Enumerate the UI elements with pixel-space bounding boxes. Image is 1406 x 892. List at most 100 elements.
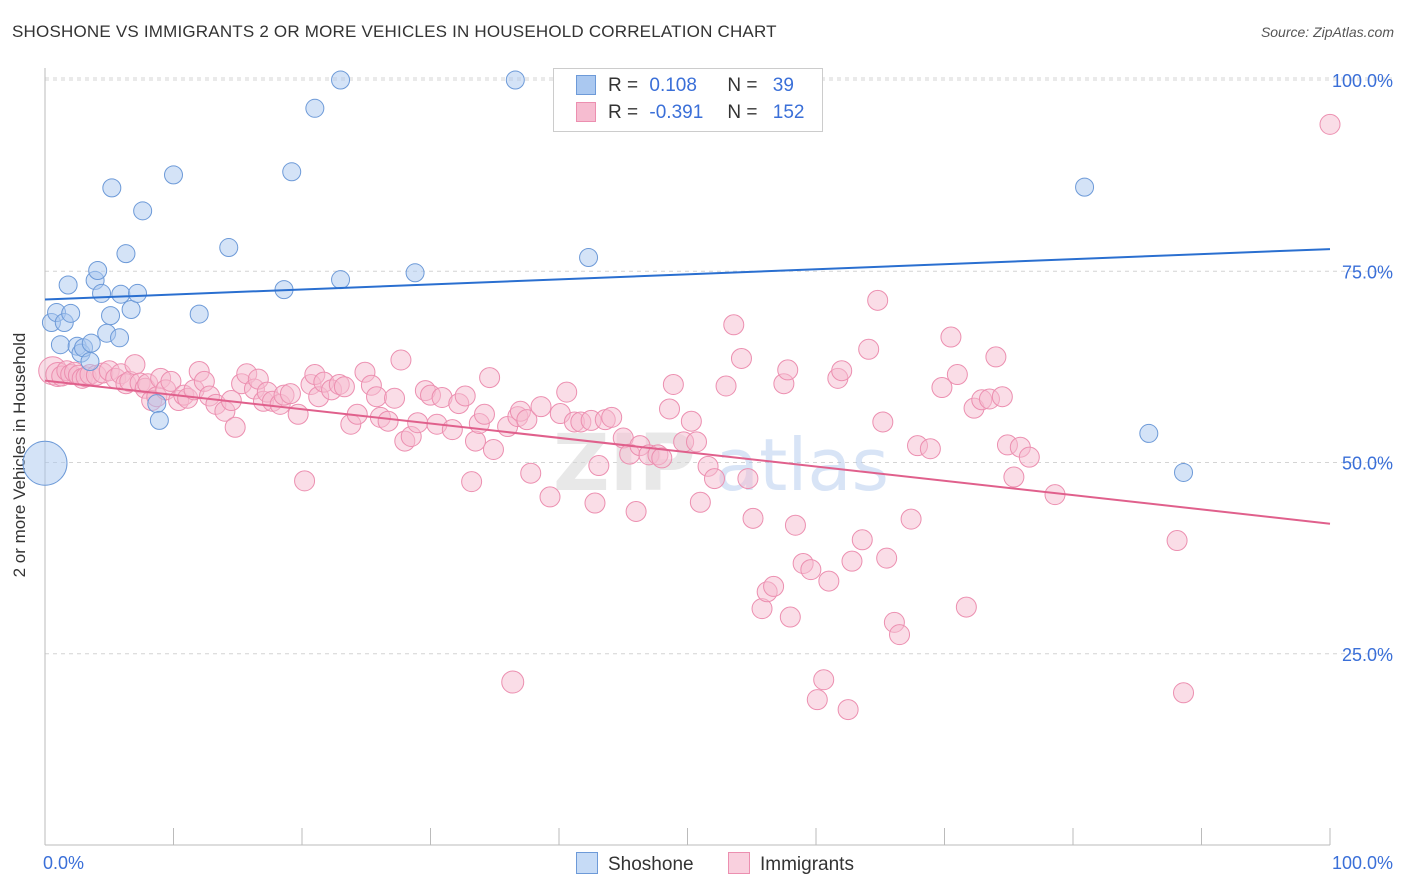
shoshone-point bbox=[121, 300, 141, 319]
shoshone-point bbox=[50, 335, 70, 355]
immigrants-point bbox=[1319, 113, 1341, 135]
immigrants-point bbox=[955, 596, 977, 618]
shoshone-point bbox=[111, 284, 131, 304]
immigrants-point bbox=[1003, 466, 1025, 488]
shoshone-legend-label: Shoshone bbox=[608, 854, 694, 875]
immigrants-point bbox=[160, 370, 182, 392]
legend-r-label: R = bbox=[608, 102, 639, 123]
immigrants-point bbox=[806, 689, 828, 711]
immigrants-point bbox=[872, 411, 894, 433]
immigrants-point bbox=[1173, 682, 1195, 704]
x-tick-label: 100.0% bbox=[1332, 853, 1393, 873]
shoshone-r-value: 0.108 bbox=[649, 75, 697, 96]
shoshone-point bbox=[133, 201, 153, 221]
immigrants-point bbox=[841, 550, 863, 572]
tick-labels: 25.0% 50.0% 75.0% 100.0% 0.0% 100.0% bbox=[43, 71, 1393, 873]
shoshone-point bbox=[101, 306, 121, 326]
legend-row-shoshone: R = 0.108 N = 39 bbox=[576, 75, 794, 99]
immigrants-point bbox=[662, 373, 684, 395]
immigrants-point bbox=[279, 383, 301, 405]
y-tick-label: 75.0% bbox=[1342, 262, 1393, 282]
immigrants-legend-swatch bbox=[728, 852, 750, 874]
shoshone-point bbox=[1174, 462, 1194, 482]
shoshone-point bbox=[110, 328, 130, 348]
immigrants-point bbox=[294, 470, 316, 492]
shoshone-point bbox=[579, 247, 599, 267]
immigrants-points bbox=[38, 113, 1341, 721]
shoshone-point bbox=[331, 270, 351, 290]
shoshone-point bbox=[58, 275, 78, 295]
shoshone-n-value: 39 bbox=[772, 75, 794, 96]
immigrants-point bbox=[867, 289, 889, 311]
immigrants-point bbox=[224, 416, 246, 438]
immigrants-point bbox=[390, 349, 412, 371]
immigrants-point bbox=[441, 419, 463, 441]
stats-legend: R = 0.108 N = 39 R = -0.391 N = 152 bbox=[553, 68, 823, 132]
shoshone-trend-line bbox=[44, 248, 1331, 301]
immigrants-trend-line bbox=[44, 379, 1331, 525]
trend-lines bbox=[44, 248, 1331, 525]
immigrants-point bbox=[931, 377, 953, 399]
y-tick-label: 25.0% bbox=[1342, 645, 1393, 665]
chart-title: SHOSHONE VS IMMIGRANTS 2 OR MORE VEHICLE… bbox=[12, 22, 777, 41]
immigrants-point bbox=[473, 403, 495, 425]
immigrants-point bbox=[377, 410, 399, 432]
immigrants-point bbox=[1166, 530, 1188, 552]
shoshone-point bbox=[22, 440, 68, 486]
shoshone-legend-swatch bbox=[576, 852, 598, 874]
shoshone-point bbox=[331, 70, 351, 90]
immigrants-r-value: -0.391 bbox=[649, 102, 704, 123]
legend-n-label: N = bbox=[727, 75, 758, 96]
immigrants-point bbox=[784, 514, 806, 536]
bottom-legend-shoshone: Shoshone bbox=[576, 852, 694, 876]
y-tick-label: 50.0% bbox=[1342, 454, 1393, 474]
immigrants-point bbox=[763, 575, 785, 597]
immigrants-point bbox=[876, 547, 898, 569]
immigrants-point bbox=[813, 669, 835, 691]
immigrants-point bbox=[777, 359, 799, 381]
immigrants-n-value: 152 bbox=[772, 102, 805, 123]
y-tick-label: 100.0% bbox=[1332, 71, 1393, 91]
legend-n-label: N = bbox=[727, 102, 758, 123]
shoshone-point bbox=[116, 244, 136, 264]
shoshone-point bbox=[128, 283, 148, 303]
immigrants-point bbox=[800, 559, 822, 581]
shoshone-point bbox=[1139, 423, 1159, 443]
legend-row-immigrants: R = -0.391 N = 152 bbox=[576, 102, 804, 126]
immigrants-point bbox=[680, 410, 702, 432]
shoshone-point bbox=[88, 260, 108, 280]
immigrants-point bbox=[384, 387, 406, 409]
immigrants-point bbox=[715, 375, 737, 397]
immigrants-point bbox=[520, 462, 542, 484]
immigrants-point bbox=[625, 500, 647, 522]
immigrants-point bbox=[940, 326, 962, 348]
shoshone-point bbox=[219, 238, 239, 258]
bottom-legend-immigrants: Immigrants bbox=[728, 852, 854, 876]
immigrants-point bbox=[539, 486, 561, 508]
immigrants-legend-label: Immigrants bbox=[760, 854, 854, 875]
immigrants-point bbox=[333, 376, 355, 398]
immigrants-point bbox=[1018, 446, 1040, 468]
immigrants-point bbox=[651, 447, 673, 469]
immigrants-point bbox=[858, 338, 880, 360]
immigrants-point bbox=[946, 364, 968, 386]
immigrants-point bbox=[737, 468, 759, 490]
shoshone-point bbox=[81, 333, 101, 353]
x-tick-label: 0.0% bbox=[43, 853, 84, 873]
immigrants-point bbox=[991, 386, 1013, 408]
immigrants-point bbox=[588, 455, 610, 477]
immigrants-point bbox=[837, 699, 859, 721]
immigrants-point bbox=[730, 347, 752, 369]
immigrants-point bbox=[659, 398, 681, 420]
legend-r-label: R = bbox=[608, 75, 639, 96]
immigrants-point bbox=[919, 438, 941, 460]
shoshone-point bbox=[149, 410, 169, 430]
immigrants-point bbox=[818, 570, 840, 592]
immigrants-point bbox=[900, 508, 922, 530]
immigrants-point bbox=[501, 670, 525, 694]
immigrants-point bbox=[464, 430, 486, 452]
immigrants-point bbox=[516, 409, 538, 431]
shoshone-point bbox=[305, 98, 325, 118]
immigrants-point bbox=[366, 386, 388, 408]
